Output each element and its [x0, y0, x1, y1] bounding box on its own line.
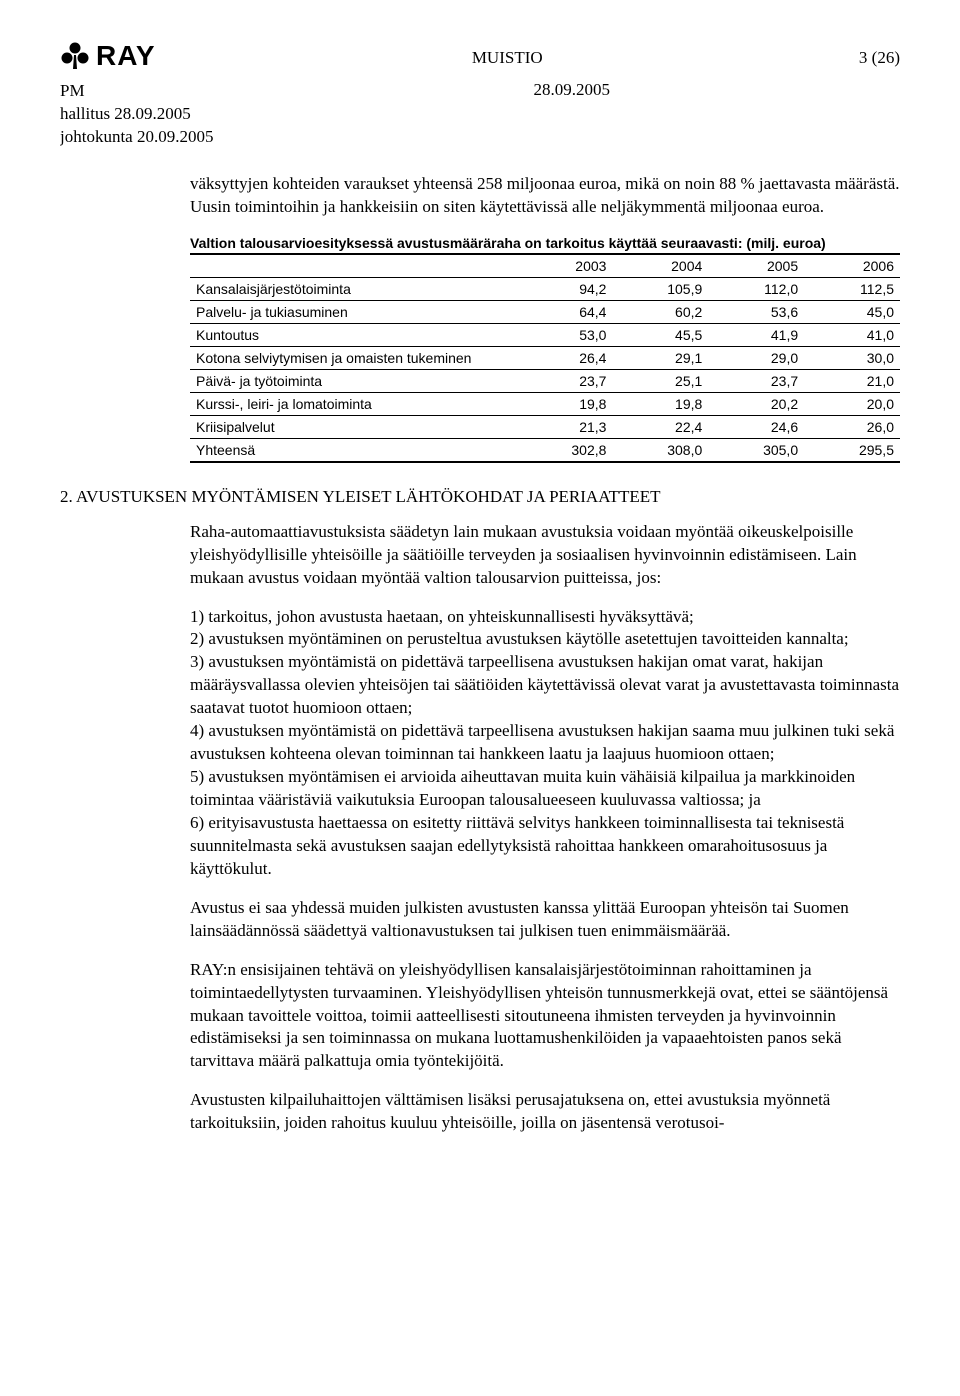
- total-value: 295,5: [804, 438, 900, 462]
- page: RAY MUISTIO 3 (26) PM hallitus 28.09.200…: [0, 0, 960, 1191]
- row-label: Kotona selviytymisen ja omaisten tukemin…: [190, 346, 517, 369]
- meta-left: PM hallitus 28.09.2005 johtokunta 20.09.…: [60, 80, 213, 149]
- logo-block: RAY: [60, 40, 156, 72]
- table-row: Päivä- ja työtoiminta23,725,123,721,0: [190, 369, 900, 392]
- row-value: 45,0: [804, 300, 900, 323]
- row-value: 112,5: [804, 277, 900, 300]
- row-value: 26,0: [804, 415, 900, 438]
- meta-hallitus: hallitus 28.09.2005: [60, 103, 213, 126]
- table-row: Kurssi-, leiri- ja lomatoiminta19,819,82…: [190, 392, 900, 415]
- row-value: 29,1: [612, 346, 708, 369]
- section2-para4: Avustusten kilpailuhaittojen välttämisen…: [190, 1089, 900, 1135]
- table-col-year: 2006: [804, 254, 900, 278]
- numbered-item: 6) erityisavustusta haettaessa on esitet…: [190, 812, 900, 881]
- row-value: 112,0: [708, 277, 804, 300]
- clover-icon: [60, 41, 90, 71]
- numbered-item: 3) avustuksen myöntämistä on pidettävä t…: [190, 651, 900, 720]
- row-value: 30,0: [804, 346, 900, 369]
- section2-para2: Avustus ei saa yhdessä muiden julkisten …: [190, 897, 900, 943]
- row-label: Kurssi-, leiri- ja lomatoiminta: [190, 392, 517, 415]
- row-label: Kuntoutus: [190, 323, 517, 346]
- row-label: Päivä- ja työtoiminta: [190, 369, 517, 392]
- meta-johtokunta: johtokunta 20.09.2005: [60, 126, 213, 149]
- row-value: 21,3: [517, 415, 613, 438]
- row-label: Palvelu- ja tukiasuminen: [190, 300, 517, 323]
- intro-paragraph: väksyttyjen kohteiden varaukset yhteensä…: [190, 173, 900, 219]
- row-value: 45,5: [612, 323, 708, 346]
- row-value: 19,8: [517, 392, 613, 415]
- total-value: 302,8: [517, 438, 613, 462]
- row-value: 41,9: [708, 323, 804, 346]
- section-2-heading: 2. AVUSTUKSEN MYÖNTÄMISEN YLEISET LÄHTÖK…: [60, 487, 900, 507]
- header-row: RAY MUISTIO 3 (26): [60, 40, 900, 72]
- table-row: Palvelu- ja tukiasuminen64,460,253,645,0: [190, 300, 900, 323]
- row-value: 29,0: [708, 346, 804, 369]
- row-value: 53,0: [517, 323, 613, 346]
- numbered-item: 4) avustuksen myöntämistä on pidettävä t…: [190, 720, 900, 766]
- row-value: 105,9: [612, 277, 708, 300]
- total-label: Yhteensä: [190, 438, 517, 462]
- numbered-list: 1) tarkoitus, johon avustusta haetaan, o…: [190, 606, 900, 881]
- section2-para3: RAY:n ensisijainen tehtävä on yleishyödy…: [190, 959, 900, 1074]
- numbered-item: 1) tarkoitus, johon avustusta haetaan, o…: [190, 606, 900, 629]
- meta-pm: PM: [60, 80, 213, 103]
- row-label: Kansalaisjärjestötoiminta: [190, 277, 517, 300]
- table-col-year: 2003: [517, 254, 613, 278]
- row-value: 23,7: [708, 369, 804, 392]
- row-value: 22,4: [612, 415, 708, 438]
- row-value: 23,7: [517, 369, 613, 392]
- meta-block: PM hallitus 28.09.2005 johtokunta 20.09.…: [60, 80, 900, 149]
- funding-table: 2003200420052006 Kansalaisjärjestötoimin…: [190, 253, 900, 463]
- row-value: 25,1: [612, 369, 708, 392]
- table-title: Valtion talousarvioesityksessä avustusmä…: [190, 235, 900, 251]
- row-value: 60,2: [612, 300, 708, 323]
- row-value: 24,6: [708, 415, 804, 438]
- row-label: Kriisipalvelut: [190, 415, 517, 438]
- table-row: Kansalaisjärjestötoiminta94,2105,9112,01…: [190, 277, 900, 300]
- table-row: Kotona selviytymisen ja omaisten tukemin…: [190, 346, 900, 369]
- row-value: 41,0: [804, 323, 900, 346]
- table-total-row: Yhteensä302,8308,0305,0295,5: [190, 438, 900, 462]
- row-value: 53,6: [708, 300, 804, 323]
- total-value: 305,0: [708, 438, 804, 462]
- row-value: 64,4: [517, 300, 613, 323]
- row-value: 19,8: [612, 392, 708, 415]
- row-value: 94,2: [517, 277, 613, 300]
- table-col-label: [190, 254, 517, 278]
- logo-text: RAY: [96, 40, 156, 72]
- document-type: MUISTIO: [472, 40, 543, 68]
- meta-date: 28.09.2005: [534, 80, 901, 100]
- row-value: 21,0: [804, 369, 900, 392]
- numbered-item: 2) avustuksen myöntäminen on perusteltua…: [190, 628, 900, 651]
- section-2-body: Raha-automaattiavustuksista säädetyn lai…: [190, 521, 900, 1136]
- body-content: väksyttyjen kohteiden varaukset yhteensä…: [190, 173, 900, 463]
- row-value: 26,4: [517, 346, 613, 369]
- table-col-year: 2004: [612, 254, 708, 278]
- table-row: Kriisipalvelut21,322,424,626,0: [190, 415, 900, 438]
- row-value: 20,0: [804, 392, 900, 415]
- page-number: 3 (26): [859, 40, 900, 68]
- section2-para1: Raha-automaattiavustuksista säädetyn lai…: [190, 521, 900, 590]
- table-col-year: 2005: [708, 254, 804, 278]
- row-value: 20,2: [708, 392, 804, 415]
- numbered-item: 5) avustuksen myöntämisen ei arvioida ai…: [190, 766, 900, 812]
- table-header-row: 2003200420052006: [190, 254, 900, 278]
- total-value: 308,0: [612, 438, 708, 462]
- table-row: Kuntoutus53,045,541,941,0: [190, 323, 900, 346]
